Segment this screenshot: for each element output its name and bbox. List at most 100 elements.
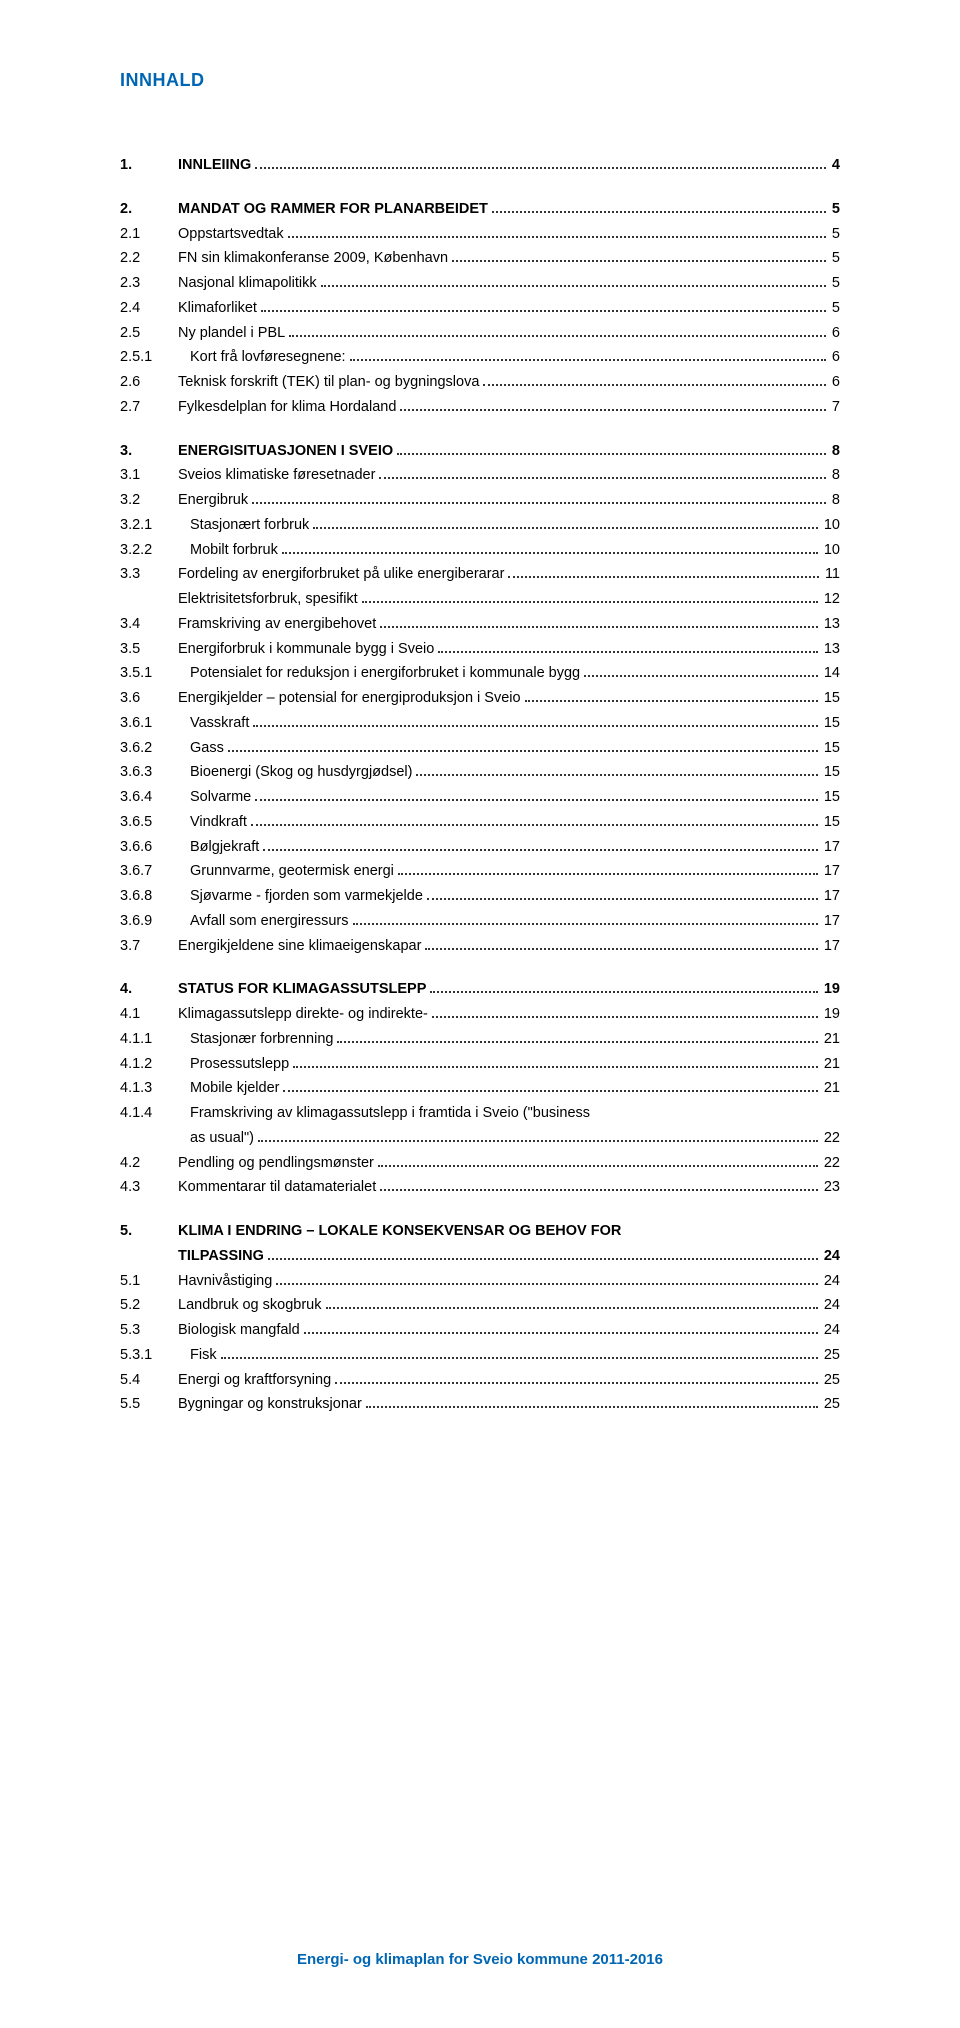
toc-entry-title: MANDAT OG RAMMER FOR PLANARBEIDET (178, 199, 488, 221)
toc-leader (282, 543, 818, 553)
toc-row: 5.4Energi og kraftforsyning25 (120, 1370, 840, 1392)
toc-number: 4.1.3 (120, 1078, 190, 1100)
toc-leader (221, 1349, 818, 1359)
toc-leader (288, 227, 826, 237)
toc-row: 3.6.6Bølgjekraft17 (120, 837, 840, 859)
toc-row: 2.1Oppstartsvedtak5 (120, 224, 840, 246)
document-page: INNHALD 1.INNLEIING42.MANDAT OG RAMMER F… (0, 0, 960, 2028)
toc-row: 3.4Framskriving av energibehovet13 (120, 614, 840, 636)
toc-leader (283, 1082, 817, 1092)
toc-row: 3.6.4Solvarme15 (120, 787, 840, 809)
toc-number: 3.1 (120, 465, 178, 487)
toc-number: 1. (120, 155, 178, 177)
toc-number: 4.1.4 (120, 1103, 190, 1125)
toc-number: 5.4 (120, 1370, 178, 1392)
toc-entry-title: Sjøvarme - fjorden som varmekjelde (190, 886, 423, 908)
toc-row: TILPASSING 24 (120, 1246, 840, 1268)
toc-number: 2. (120, 199, 178, 221)
toc-entry-title: TILPASSING (178, 1246, 264, 1268)
toc-number: 3.5 (120, 639, 178, 661)
toc-page-number: 22 (822, 1128, 840, 1150)
toc-row: as usual")22 (120, 1128, 840, 1150)
toc-row: 4.1.1Stasjonær forbrenning21 (120, 1029, 840, 1051)
toc-number: 3.6.4 (120, 787, 190, 809)
toc-entry-title: Bygningar og konstruksjonar (178, 1394, 362, 1416)
toc-row: 2.MANDAT OG RAMMER FOR PLANARBEIDET5 (120, 199, 840, 221)
toc-page-number: 15 (822, 688, 840, 710)
toc-entry-title: Oppstartsvedtak (178, 224, 284, 246)
toc-entry-title: Vasskraft (190, 713, 249, 735)
toc-page-number: 21 (822, 1054, 840, 1076)
toc-number: 3.6.2 (120, 738, 190, 760)
toc-entry-title: Havnivåstiging (178, 1271, 272, 1293)
toc-page-number: 19 (822, 979, 840, 1001)
toc-leader (452, 252, 826, 262)
toc-page-number: 5 (830, 248, 840, 270)
toc-entry-title: Teknisk forskrift (TEK) til plan- og byg… (178, 372, 479, 394)
toc-row: 3.6.3Bioenergi (Skog og husdyrgjødsel)15 (120, 762, 840, 784)
toc-entry-title: Pendling og pendlingsmønster (178, 1153, 374, 1175)
toc-row: 2.7Fylkesdelplan for klima Hordaland7 (120, 397, 840, 419)
toc-page-number: 15 (822, 713, 840, 735)
toc-number: 2.3 (120, 273, 178, 295)
toc-page-number: 24 (822, 1271, 840, 1293)
toc-row: 3.6.8Sjøvarme - fjorden som varmekjelde1… (120, 886, 840, 908)
toc-leader (379, 469, 825, 479)
toc-row: 4.STATUS FOR KLIMAGASSUTSLEPP19 (120, 979, 840, 1001)
toc-number: 2.6 (120, 372, 178, 394)
toc-leader (258, 1132, 818, 1142)
toc-leader (255, 159, 826, 169)
toc-entry-title: FN sin klimakonferanse 2009, København (178, 248, 448, 270)
toc-entry-title: Gass (190, 738, 224, 760)
toc-row: 1.INNLEIING4 (120, 155, 840, 177)
toc-leader (353, 915, 818, 925)
toc-row: 4.2Pendling og pendlingsmønster22 (120, 1153, 840, 1175)
toc-entry-title: Bioenergi (Skog og husdyrgjødsel) (190, 762, 412, 784)
toc-leader (400, 401, 826, 411)
toc-leader (584, 667, 818, 677)
toc-page-number: 8 (830, 465, 840, 487)
toc-row: 2.6Teknisk forskrift (TEK) til plan- og … (120, 372, 840, 394)
toc-leader (304, 1324, 818, 1334)
toc-number: 3.3 (120, 564, 178, 586)
toc-page-number: 17 (822, 861, 840, 883)
toc-row: 3.6.7Grunnvarme, geotermisk energi17 (120, 861, 840, 883)
toc-page-number: 15 (822, 762, 840, 784)
toc-number: 3.2 (120, 490, 178, 512)
toc-number: 2.5.1 (120, 347, 190, 369)
toc-page-number: 13 (822, 614, 840, 636)
toc-number: 3.6 (120, 688, 178, 710)
toc-entry-title: Energi og kraftforsyning (178, 1370, 331, 1392)
toc-leader (289, 326, 826, 336)
toc-page-number: 23 (822, 1177, 840, 1199)
toc-number: 5.5 (120, 1394, 178, 1416)
toc-row: 3.6.1Vasskraft15 (120, 713, 840, 735)
toc-leader (378, 1156, 818, 1166)
toc-page-number: 14 (822, 663, 840, 685)
toc-leader (380, 618, 818, 628)
toc-entry-title: Klimaforliket (178, 298, 257, 320)
toc-leader (380, 1181, 818, 1191)
toc-page-number: 24 (822, 1295, 840, 1317)
toc-number: 4.1 (120, 1004, 178, 1026)
toc-row: 4.1Klimagassutslepp direkte- og indirekt… (120, 1004, 840, 1026)
toc-leader (492, 203, 826, 213)
toc-entry-title: Potensialet for reduksjon i energiforbru… (190, 663, 580, 685)
toc-entry-title: STATUS FOR KLIMAGASSUTSLEPP (178, 979, 426, 1001)
toc-number: 5.3.1 (120, 1345, 190, 1367)
toc-leader (228, 741, 818, 751)
toc-row: 3.3Fordeling av energiforbruket på ulike… (120, 564, 840, 586)
toc-entry-title: Biologisk mangfald (178, 1320, 300, 1342)
toc-number: 5.3 (120, 1320, 178, 1342)
toc-number: 3. (120, 441, 178, 463)
toc-entry-title: Stasjonært forbruk (190, 515, 309, 537)
toc-entry-title: Sveios klimatiske føresetnader (178, 465, 375, 487)
toc-row: 3.6Energikjelder – potensial for energip… (120, 688, 840, 710)
toc-row: 5.3Biologisk mangfald24 (120, 1320, 840, 1342)
toc-entry-title: Fylkesdelplan for klima Hordaland (178, 397, 396, 419)
toc-leader (362, 593, 818, 603)
toc-leader (398, 865, 818, 875)
toc-entry-title: Energiforbruk i kommunale bygg i Sveio (178, 639, 434, 661)
toc-page-number: 8 (830, 441, 840, 463)
toc-page-number: 24 (822, 1246, 840, 1268)
